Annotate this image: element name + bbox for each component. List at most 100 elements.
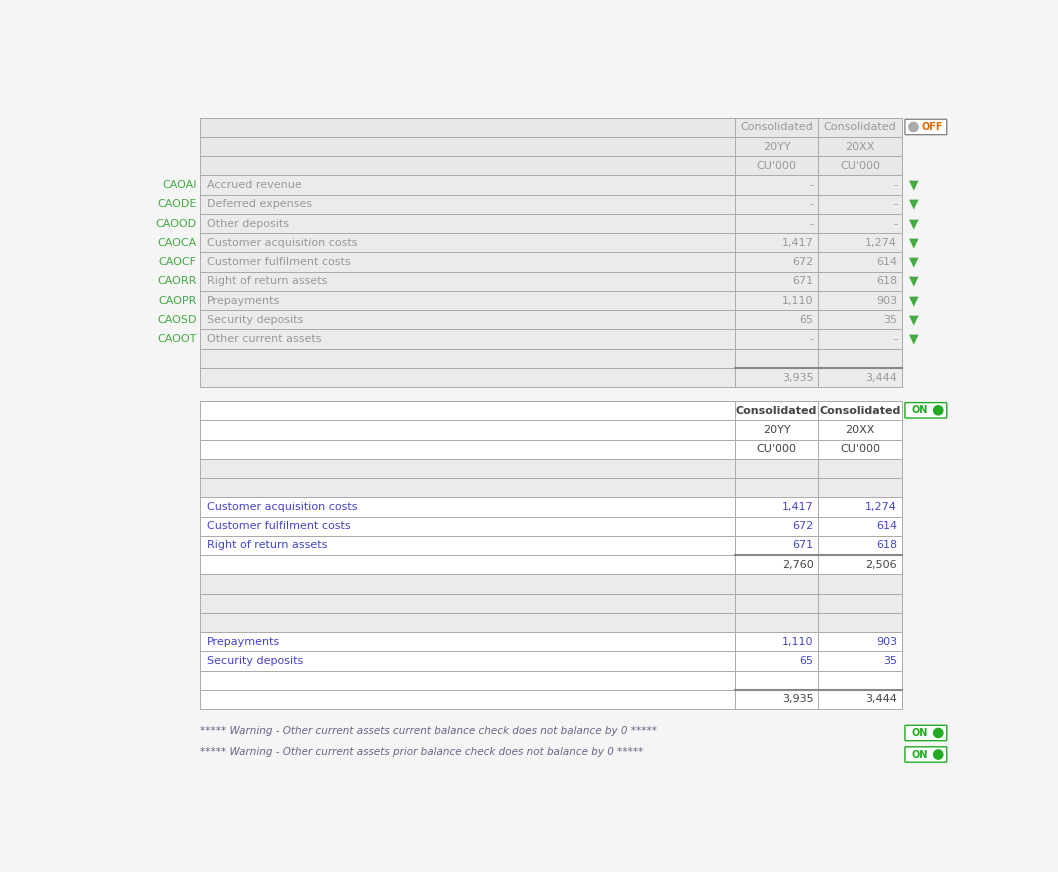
Text: 1,274: 1,274 xyxy=(865,238,897,248)
Text: 1,110: 1,110 xyxy=(782,637,814,647)
Bar xyxy=(735,310,818,330)
Bar xyxy=(735,214,818,233)
Text: 2,760: 2,760 xyxy=(782,560,814,569)
Bar xyxy=(735,253,818,272)
Text: 35: 35 xyxy=(883,656,897,666)
Text: ***** Warning - Other current assets prior balance check does not balance by 0 *: ***** Warning - Other current assets pri… xyxy=(200,747,644,757)
Bar xyxy=(735,555,818,575)
Bar xyxy=(735,575,818,594)
Text: Consolidated: Consolidated xyxy=(741,122,813,133)
Bar xyxy=(200,651,735,671)
Text: CAOCF: CAOCF xyxy=(159,257,197,267)
Text: Security deposits: Security deposits xyxy=(206,315,303,325)
FancyBboxPatch shape xyxy=(905,119,947,134)
Text: Prepayments: Prepayments xyxy=(206,296,280,305)
Text: CAOOD: CAOOD xyxy=(156,219,197,228)
Text: 3,444: 3,444 xyxy=(865,694,897,705)
Bar xyxy=(735,291,818,310)
Bar xyxy=(200,671,735,690)
Text: Consolidated: Consolidated xyxy=(736,405,818,416)
Text: 1,417: 1,417 xyxy=(782,502,814,512)
Text: CAOAI: CAOAI xyxy=(162,181,197,190)
Text: 1,110: 1,110 xyxy=(782,296,814,305)
Bar xyxy=(200,594,735,613)
Bar xyxy=(735,594,818,613)
Text: CAOOT: CAOOT xyxy=(158,334,197,344)
Bar xyxy=(735,651,818,671)
Text: ▼: ▼ xyxy=(909,332,918,345)
Bar xyxy=(735,497,818,516)
Bar xyxy=(818,175,901,194)
Bar xyxy=(735,632,818,651)
Bar xyxy=(735,671,818,690)
Bar xyxy=(818,233,901,253)
Bar xyxy=(818,497,901,516)
Text: ▼: ▼ xyxy=(909,217,918,230)
Text: Accrued revenue: Accrued revenue xyxy=(206,181,302,190)
Text: -: - xyxy=(809,219,814,228)
Text: ▼: ▼ xyxy=(909,236,918,249)
Bar xyxy=(818,478,901,497)
Bar xyxy=(735,194,818,214)
Bar xyxy=(735,420,818,439)
Circle shape xyxy=(933,728,943,738)
Text: CU'000: CU'000 xyxy=(840,444,880,454)
Text: -: - xyxy=(809,181,814,190)
Bar xyxy=(818,459,901,478)
Bar xyxy=(818,439,901,459)
FancyBboxPatch shape xyxy=(905,726,947,740)
Bar xyxy=(735,118,818,137)
Text: CAOSD: CAOSD xyxy=(157,315,197,325)
Text: CU'000: CU'000 xyxy=(756,444,797,454)
Bar xyxy=(818,555,901,575)
Bar xyxy=(200,175,735,194)
Text: -: - xyxy=(893,334,897,344)
Bar xyxy=(200,613,735,632)
Bar xyxy=(200,156,735,175)
Bar xyxy=(200,690,735,709)
Bar xyxy=(818,253,901,272)
Text: ▼: ▼ xyxy=(909,275,918,288)
Bar xyxy=(818,690,901,709)
Bar xyxy=(735,478,818,497)
Text: 20XX: 20XX xyxy=(845,141,875,152)
Bar xyxy=(200,555,735,575)
Text: Customer acquisition costs: Customer acquisition costs xyxy=(206,502,358,512)
Text: Prepayments: Prepayments xyxy=(206,637,280,647)
Bar xyxy=(818,214,901,233)
Text: 1,274: 1,274 xyxy=(865,502,897,512)
Text: 614: 614 xyxy=(876,257,897,267)
Text: 671: 671 xyxy=(792,541,814,550)
Bar xyxy=(818,613,901,632)
Text: CAOPR: CAOPR xyxy=(159,296,197,305)
Text: -: - xyxy=(809,334,814,344)
Text: 672: 672 xyxy=(792,257,814,267)
Text: CAOCA: CAOCA xyxy=(158,238,197,248)
Bar xyxy=(200,137,735,156)
Text: 35: 35 xyxy=(883,315,897,325)
Text: 671: 671 xyxy=(792,276,814,286)
Bar xyxy=(818,310,901,330)
Text: Consolidated: Consolidated xyxy=(823,122,896,133)
Bar xyxy=(200,253,735,272)
Bar xyxy=(735,137,818,156)
Bar xyxy=(735,349,818,368)
Text: Customer acquisition costs: Customer acquisition costs xyxy=(206,238,358,248)
Bar xyxy=(200,401,735,420)
Bar xyxy=(200,516,735,535)
Text: ▼: ▼ xyxy=(909,255,918,269)
FancyBboxPatch shape xyxy=(905,746,947,762)
Bar xyxy=(200,575,735,594)
Text: CAODE: CAODE xyxy=(158,200,197,209)
Bar xyxy=(200,291,735,310)
Text: 65: 65 xyxy=(800,315,814,325)
Text: 2,506: 2,506 xyxy=(865,560,897,569)
Bar xyxy=(200,310,735,330)
Text: 614: 614 xyxy=(876,521,897,531)
Bar xyxy=(200,497,735,516)
Bar xyxy=(200,459,735,478)
Bar xyxy=(735,175,818,194)
Text: Consolidated: Consolidated xyxy=(819,405,900,416)
Text: 3,935: 3,935 xyxy=(782,372,814,383)
Text: 65: 65 xyxy=(800,656,814,666)
